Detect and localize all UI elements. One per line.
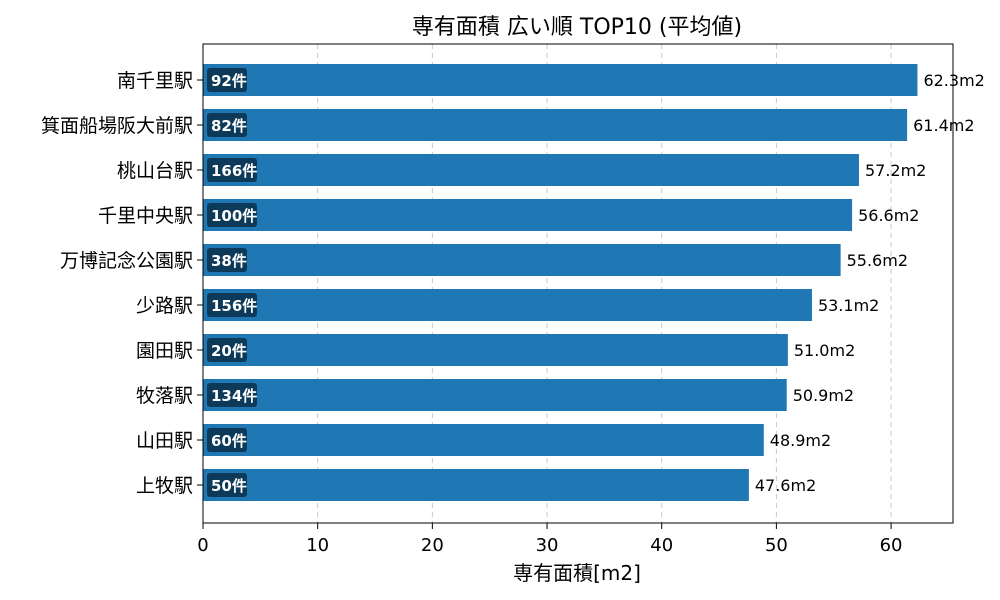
count-badge xyxy=(207,428,247,452)
bar-value-label: 55.6m2 xyxy=(847,251,908,270)
x-tick-label: 0 xyxy=(197,535,208,556)
plot-frame xyxy=(202,43,954,524)
count-badge xyxy=(207,293,257,317)
y-tick-label: 千里中央駅 xyxy=(98,205,193,227)
count-label: 50件 xyxy=(211,477,247,495)
count-badge xyxy=(207,248,247,272)
bar xyxy=(203,289,812,321)
count-badge xyxy=(207,383,257,407)
y-axis-ticks: 南千里駅箕面船場阪大前駅桃山台駅千里中央駅万博記念公園駅少路駅園田駅牧落駅山田駅… xyxy=(41,70,203,497)
bar xyxy=(203,109,908,141)
y-tick-label: 牧落駅 xyxy=(136,385,193,407)
bar xyxy=(203,154,859,186)
bar xyxy=(203,199,853,231)
y-tick-label: 桃山台駅 xyxy=(117,160,193,182)
bar-value-label: 57.2m2 xyxy=(865,161,926,180)
count-label: 156件 xyxy=(211,297,257,315)
count-badge xyxy=(207,338,247,362)
bar xyxy=(203,379,787,411)
y-tick-label: 万博記念公園駅 xyxy=(60,249,193,272)
bar xyxy=(203,334,788,366)
chart-title: 専有面積 広い順 TOP10 (平均値) xyxy=(412,15,742,40)
bar-value-label: 62.3m2 xyxy=(923,71,984,90)
count-badge xyxy=(207,113,247,137)
y-tick-label: 山田駅 xyxy=(136,430,193,452)
x-tick-label: 10 xyxy=(306,535,329,556)
count-badge xyxy=(207,158,257,182)
bar-value-label: 50.9m2 xyxy=(793,386,854,405)
x-tick-label: 50 xyxy=(765,535,788,556)
count-label: 100件 xyxy=(211,207,257,225)
bar-value-label: 51.0m2 xyxy=(794,341,855,360)
count-badge xyxy=(207,203,257,227)
bars: 62.3m2 92件 61.4m2 82件 57.2m2 166件 56.6m2 100件 55… xyxy=(203,64,985,501)
bar xyxy=(203,244,841,276)
y-tick-label: 少路駅 xyxy=(136,295,193,317)
x-tick-label: 40 xyxy=(650,535,673,556)
count-label: 20件 xyxy=(211,342,247,360)
bar xyxy=(203,424,764,456)
y-tick-label: 箕面船場阪大前駅 xyxy=(41,115,193,137)
y-tick-label: 園田駅 xyxy=(136,340,193,362)
x-axis-ticks: 0 10 20 30 40 50 60 xyxy=(197,523,903,556)
bar xyxy=(203,469,749,501)
count-label: 92件 xyxy=(211,72,247,90)
bar-value-label: 53.1m2 xyxy=(818,296,879,315)
x-axis-label: 専有面積[m2] xyxy=(513,561,641,585)
count-badge xyxy=(207,473,247,497)
count-label: 82件 xyxy=(211,117,247,135)
bar-value-label: 61.4m2 xyxy=(913,116,974,135)
bar-value-label: 56.6m2 xyxy=(858,206,919,225)
x-tick-label: 30 xyxy=(536,535,559,556)
bar-value-label: 47.6m2 xyxy=(755,476,816,495)
y-tick-label: 南千里駅 xyxy=(117,70,193,92)
bar-value-label: 48.9m2 xyxy=(770,431,831,450)
x-tick-label: 20 xyxy=(421,535,444,556)
count-label: 134件 xyxy=(211,387,257,405)
bar xyxy=(203,64,918,96)
y-tick-label: 上牧駅 xyxy=(136,475,193,497)
count-label: 60件 xyxy=(211,432,247,450)
x-tick-label: 60 xyxy=(880,535,903,556)
count-label: 38件 xyxy=(211,252,247,270)
count-label: 166件 xyxy=(211,162,257,180)
count-badge xyxy=(207,68,247,92)
